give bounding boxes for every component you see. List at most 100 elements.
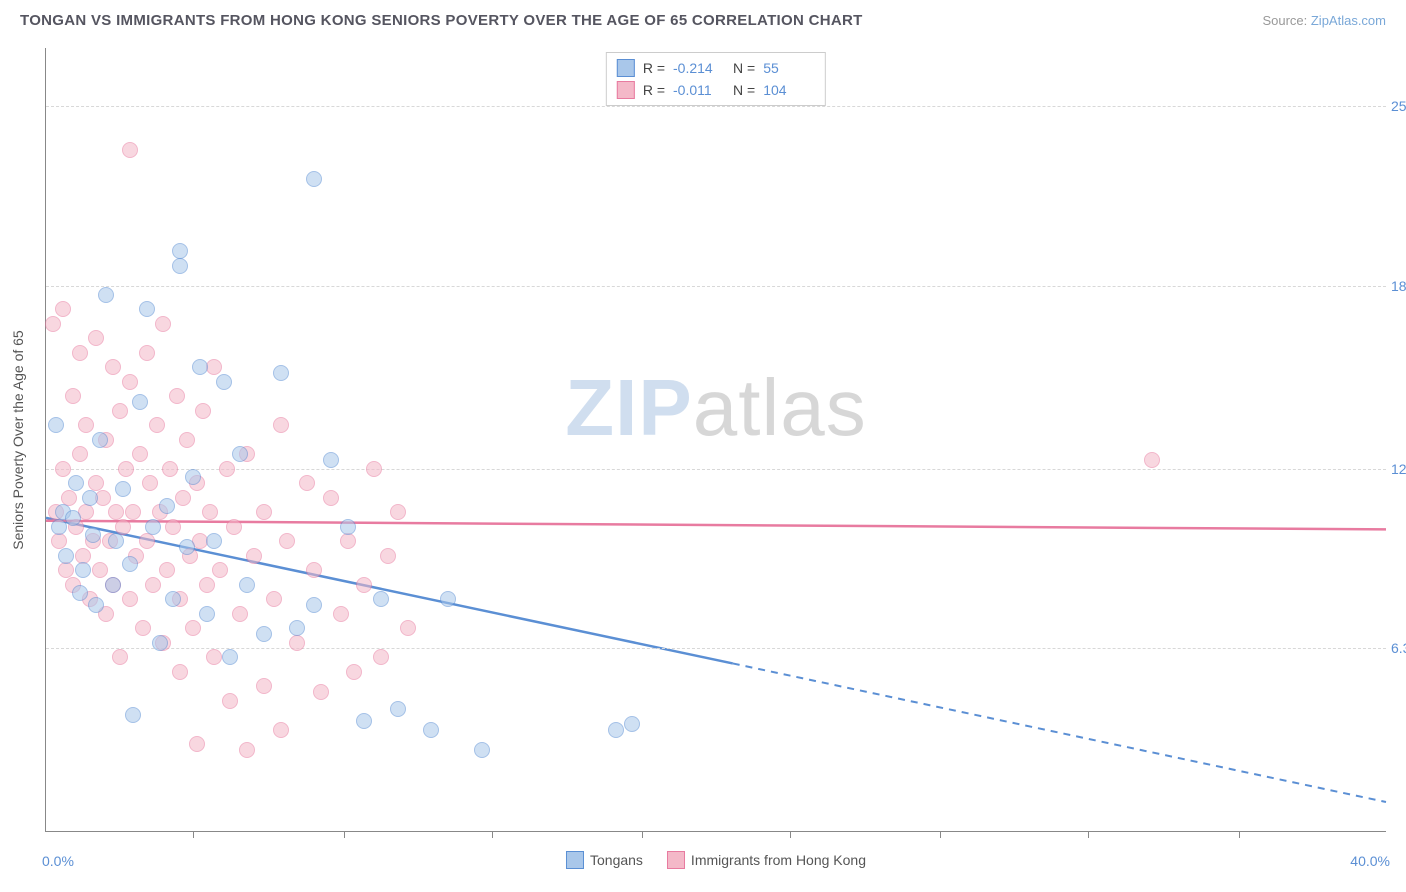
- scatter-point: [192, 359, 208, 375]
- scatter-point: [273, 722, 289, 738]
- scatter-point: [624, 716, 640, 732]
- scatter-point: [199, 606, 215, 622]
- legend-item: Immigrants from Hong Kong: [667, 851, 866, 869]
- scatter-point: [216, 374, 232, 390]
- scatter-point: [179, 432, 195, 448]
- scatter-point: [175, 490, 191, 506]
- scatter-point: [246, 548, 262, 564]
- scatter-point: [289, 635, 305, 651]
- watermark: ZIPatlas: [565, 362, 866, 454]
- scatter-point: [440, 591, 456, 607]
- scatter-point: [105, 577, 121, 593]
- legend-item: Tongans: [566, 851, 643, 869]
- scatter-point: [105, 359, 121, 375]
- scatter-point: [165, 591, 181, 607]
- scatter-point: [179, 539, 195, 555]
- scatter-point: [266, 591, 282, 607]
- scatter-point: [373, 591, 389, 607]
- scatter-point: [356, 577, 372, 593]
- scatter-point: [165, 519, 181, 535]
- scatter-point: [289, 620, 305, 636]
- x-axis-min: 0.0%: [42, 853, 74, 869]
- scatter-point: [122, 374, 138, 390]
- legend-swatch-icon: [566, 851, 584, 869]
- y-tick-label: 25.0%: [1391, 98, 1406, 114]
- y-axis-label: Seniors Poverty Over the Age of 65: [10, 330, 26, 549]
- n-value: 55: [763, 57, 815, 79]
- scatter-point: [400, 620, 416, 636]
- scatter-point: [256, 678, 272, 694]
- scatter-point: [356, 713, 372, 729]
- scatter-point: [222, 649, 238, 665]
- gridline: [46, 286, 1386, 287]
- n-value: 104: [763, 79, 815, 101]
- scatter-point: [68, 475, 84, 491]
- scatter-point: [279, 533, 295, 549]
- scatter-point: [366, 461, 382, 477]
- gridline: [46, 648, 1386, 649]
- scatter-point: [474, 742, 490, 758]
- scatter-point: [125, 707, 141, 723]
- r-value: -0.214: [673, 57, 725, 79]
- scatter-point: [122, 556, 138, 572]
- scatter-point: [232, 446, 248, 462]
- y-tick-label: 6.3%: [1391, 640, 1406, 656]
- scatter-point: [139, 533, 155, 549]
- scatter-point: [72, 345, 88, 361]
- scatter-point: [306, 597, 322, 613]
- scatter-point: [115, 481, 131, 497]
- scatter-point: [373, 649, 389, 665]
- scatter-point: [313, 684, 329, 700]
- scatter-point: [222, 693, 238, 709]
- scatter-point: [195, 403, 211, 419]
- correlation-row: R = -0.011 N = 104: [617, 79, 815, 101]
- scatter-point: [45, 316, 61, 332]
- trend-lines: [46, 48, 1386, 831]
- scatter-point: [380, 548, 396, 564]
- x-tick: [492, 831, 493, 838]
- scatter-point: [65, 510, 81, 526]
- scatter-point: [155, 316, 171, 332]
- scatter-point: [112, 403, 128, 419]
- scatter-point: [149, 417, 165, 433]
- scatter-point: [323, 452, 339, 468]
- scatter-point: [65, 388, 81, 404]
- scatter-point: [152, 635, 168, 651]
- scatter-point: [202, 504, 218, 520]
- scatter-point: [55, 461, 71, 477]
- gridline: [46, 469, 1386, 470]
- legend-swatch-icon: [617, 59, 635, 77]
- scatter-point: [48, 417, 64, 433]
- scatter-point: [256, 626, 272, 642]
- legend-label: Immigrants from Hong Kong: [691, 852, 866, 868]
- scatter-point: [219, 461, 235, 477]
- scatter-point: [58, 548, 74, 564]
- scatter-point: [423, 722, 439, 738]
- source-link[interactable]: ZipAtlas.com: [1311, 13, 1386, 28]
- y-tick-label: 12.5%: [1391, 461, 1406, 477]
- scatter-point: [75, 562, 91, 578]
- scatter-point: [159, 498, 175, 514]
- scatter-point: [273, 417, 289, 433]
- scatter-point: [273, 365, 289, 381]
- scatter-point: [239, 577, 255, 593]
- series-legend: Tongans Immigrants from Hong Kong: [566, 851, 866, 869]
- scatter-point: [169, 388, 185, 404]
- correlation-row: R = -0.214 N = 55: [617, 57, 815, 79]
- chart-header: TONGAN VS IMMIGRANTS FROM HONG KONG SENI…: [0, 0, 1406, 37]
- scatter-point: [98, 287, 114, 303]
- scatter-point: [232, 606, 248, 622]
- scatter-point: [226, 519, 242, 535]
- scatter-point: [145, 577, 161, 593]
- scatter-point: [82, 490, 98, 506]
- legend-label: Tongans: [590, 852, 643, 868]
- scatter-point: [340, 519, 356, 535]
- scatter-point: [306, 562, 322, 578]
- scatter-point: [139, 301, 155, 317]
- scatter-point: [306, 171, 322, 187]
- scatter-point: [206, 533, 222, 549]
- scatter-point: [608, 722, 624, 738]
- x-tick: [1088, 831, 1089, 838]
- scatter-point: [189, 736, 205, 752]
- scatter-point: [88, 330, 104, 346]
